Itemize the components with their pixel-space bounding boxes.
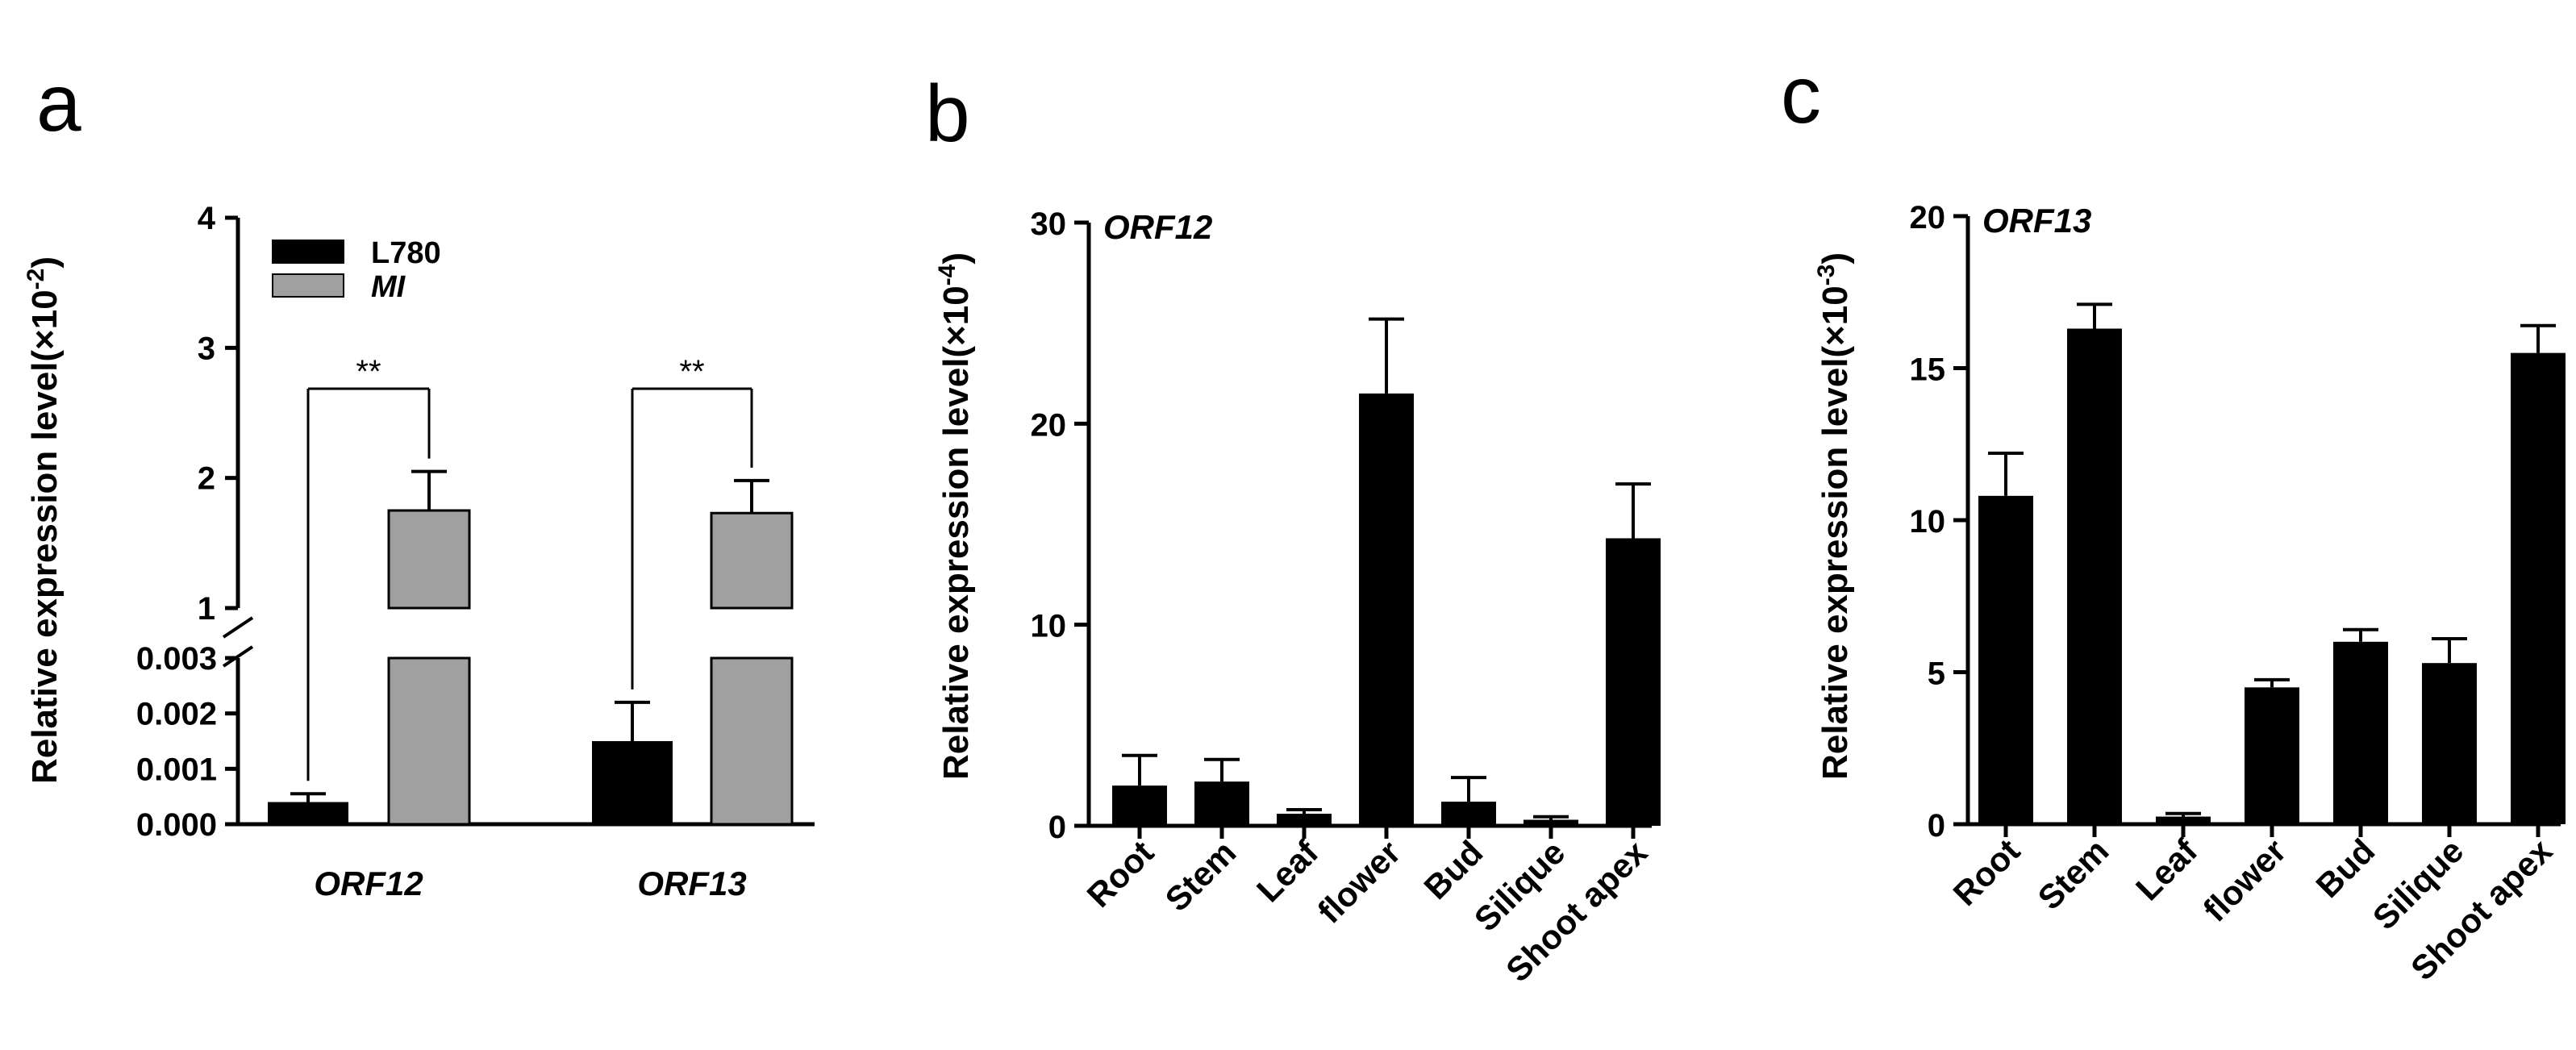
- b-bar: [1606, 538, 1661, 826]
- c-bar: [2245, 687, 2299, 824]
- a-tick-label: 2: [198, 461, 215, 497]
- a-tick-label: 0.003: [136, 641, 217, 677]
- a-x-tick-label: ORF12: [314, 865, 423, 902]
- panel-label-c: c: [1781, 50, 1821, 140]
- b-y-tick-label: 30: [1031, 206, 1067, 242]
- c-y-tick-label: 10: [1910, 504, 1946, 540]
- a-bar-l780: [592, 741, 673, 824]
- c-y-tick-label: 5: [1928, 656, 1945, 692]
- b-x-tick-label: Bud: [1416, 833, 1490, 906]
- a-tick-label: 0.001: [136, 752, 217, 787]
- a-break-mark-1: [222, 616, 254, 639]
- c-x-tick-label: Bud: [2308, 831, 2382, 905]
- a-significance: **: [356, 354, 381, 390]
- a-bar-l780: [268, 802, 348, 824]
- c-x-tick-label: flower: [2196, 831, 2294, 929]
- b-bar: [1112, 785, 1167, 826]
- b-panel-title: ORF12: [1103, 208, 1212, 246]
- a-bar-mi-upper: [710, 511, 794, 610]
- a-tick-label: 4: [198, 201, 216, 236]
- a-tick-label: 0.000: [136, 807, 217, 843]
- a-legend-label-mi: MI: [371, 270, 406, 304]
- b-bar: [1277, 814, 1332, 826]
- c-bar: [2422, 663, 2477, 824]
- panel-label-a: a: [36, 58, 81, 148]
- c-y-tick-label: 15: [1910, 352, 1946, 388]
- a-significance: **: [679, 354, 704, 390]
- c-bar: [2333, 641, 2388, 824]
- a-tick-label: 3: [198, 331, 215, 366]
- b-bar: [1194, 781, 1249, 826]
- b-bar: [1524, 819, 1578, 826]
- b-x-tick-label: Root: [1080, 833, 1161, 915]
- b-y-tick-label: 10: [1031, 609, 1067, 644]
- c-bar: [1978, 495, 2033, 824]
- b-x-tick-label: flower: [1311, 833, 1408, 931]
- panel-label-b: b: [925, 69, 970, 159]
- a-bar-mi-upper: [387, 509, 471, 610]
- b-y-tick-label: 0: [1048, 810, 1066, 845]
- a-legend-swatch-l780: [272, 240, 344, 264]
- c-y-tick-label: 20: [1910, 200, 1946, 235]
- c-bar: [2156, 816, 2211, 824]
- c-x-tick-label: Leaf: [2128, 831, 2205, 907]
- a-legend-swatch-mi: [272, 273, 344, 298]
- c-y-tick-label: 0: [1928, 808, 1945, 844]
- b-y-axis-label: Relative expression level(×10-4): [934, 252, 976, 780]
- b-y-tick-label: 20: [1031, 407, 1067, 443]
- a-x-tick-label: ORF13: [637, 865, 746, 902]
- a-y-axis-label: Relative expression level(×10-2): [23, 256, 65, 784]
- c-panel-title: ORF13: [1982, 202, 2091, 240]
- c-bar: [2067, 328, 2122, 824]
- b-x-tick-label: Stem: [1158, 833, 1244, 919]
- a-tick-label: 1: [198, 591, 215, 627]
- a-legend-label-l780: L780: [371, 236, 441, 270]
- c-bar: [2511, 352, 2566, 824]
- a-tick-label: 0.002: [136, 697, 217, 732]
- c-x-tick-label: Root: [1946, 831, 2028, 913]
- a-bar-mi-lower: [710, 656, 794, 826]
- b-bar: [1359, 393, 1414, 826]
- b-x-tick-label: Leaf: [1249, 832, 1326, 909]
- b-bar: [1441, 802, 1496, 826]
- a-bar-mi-lower: [387, 656, 471, 826]
- c-y-axis-label: Relative expression level(×10-3): [1813, 252, 1855, 780]
- c-x-tick-label: Stem: [2031, 831, 2116, 917]
